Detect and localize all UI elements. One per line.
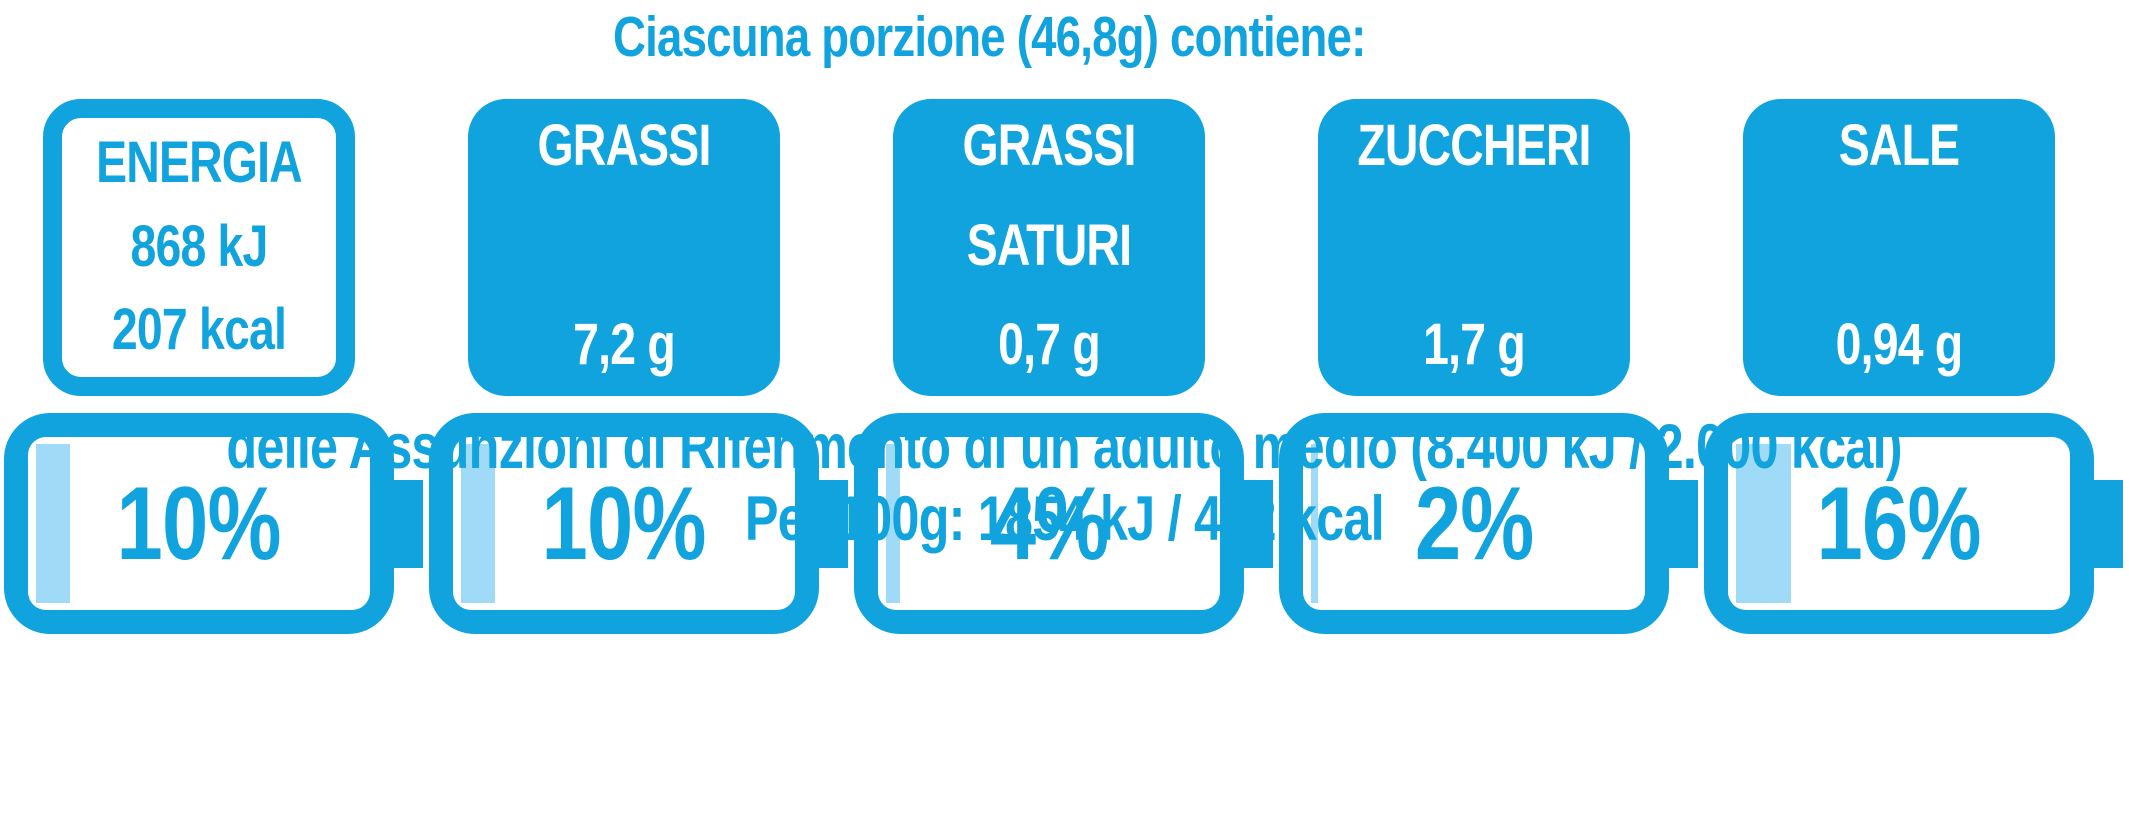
nutrient-value: 7,2 g <box>573 312 676 377</box>
nutrient-title: GRASSI <box>962 113 1136 178</box>
nutrient-title: ZUCCHERI <box>1357 113 1591 178</box>
nutrient-panel-energia: ENERGIA 868 kJ 207 kcal <box>43 99 355 396</box>
nutrient-value: 868 kJ <box>130 213 268 279</box>
nutrient-panel-zuccheri: ZUCCHERI 1,7 g <box>1318 99 1630 396</box>
nutrient-columns: ENERGIA 868 kJ 207 kcal 10% GRASSI <box>0 99 2129 634</box>
nutrient-unit-grassi: GRASSI 7,2 g 10% <box>429 99 854 634</box>
nutrient-panel-sale: SALE 0,94 g <box>1743 99 2055 396</box>
battery-inner: 4% <box>878 437 1220 610</box>
battery-percent: 2% <box>1414 465 1534 582</box>
battery-fill-level <box>1311 444 1318 603</box>
per-100g-note-text: Per 100g: 1854 kJ / 442 kcal <box>745 484 1385 554</box>
nutrient-value: 0,94 g <box>1835 312 1964 377</box>
nutrient-title: SALE <box>1838 113 1960 178</box>
battery-inner: 16% <box>1728 437 2070 610</box>
battery-gauge-energia: 10% <box>4 413 429 634</box>
battery-terminal-icon <box>1242 479 1273 568</box>
battery-fill-level <box>461 444 496 603</box>
battery-percent: 4% <box>989 465 1109 582</box>
nutrient-value-line2: 207 kcal <box>111 297 287 362</box>
nutrient-unit-grassi-saturi: GRASSI SATURI 0,7 g 4% <box>854 99 1279 634</box>
battery-gauge-grassi-saturi: 4% <box>854 413 1279 634</box>
battery-fill-level <box>886 444 900 603</box>
battery-body: 10% <box>429 413 819 634</box>
battery-fill-level <box>1736 444 1791 603</box>
battery-gauge-grassi: 10% <box>429 413 854 634</box>
nutrient-panel-grassi: GRASSI 7,2 g <box>468 99 780 396</box>
battery-terminal-icon <box>2092 479 2123 568</box>
battery-gauge-sale: 16% <box>1704 413 2129 634</box>
battery-gauge-zuccheri: 2% <box>1279 413 1704 634</box>
nutrient-unit-sale: SALE 0,94 g 16% <box>1704 99 2129 634</box>
battery-fill-level <box>36 444 71 603</box>
battery-percent: 10% <box>116 465 282 582</box>
battery-inner: 2% <box>1303 437 1645 610</box>
reference-intake-note-text: delle Assunzioni di Riferimento di un ad… <box>226 412 1903 482</box>
nutrient-unit-zuccheri: ZUCCHERI 1,7 g 2% <box>1279 99 1704 634</box>
reference-intake-note: delle Assunzioni di Riferimento di un ad… <box>0 412 2129 482</box>
per-100g-note: Per 100g: 1854 kJ / 442 kcal <box>0 484 2129 554</box>
nutrient-title: ENERGIA <box>96 130 303 195</box>
nutrient-unit-energia: ENERGIA 868 kJ 207 kcal 10% <box>4 99 429 634</box>
serving-title: Ciascuna porzione (46,8g) contiene: <box>0 0 2129 66</box>
battery-percent: 10% <box>541 465 707 582</box>
battery-percent: 16% <box>1816 465 1982 582</box>
nutrient-value: 0,7 g <box>998 312 1101 377</box>
battery-body: 2% <box>1279 413 1669 634</box>
nutrient-title-line2: SATURI <box>966 212 1132 278</box>
battery-inner: 10% <box>453 437 795 610</box>
battery-terminal-icon <box>817 479 848 568</box>
serving-title-text: Ciascuna porzione (46,8g) contiene: <box>613 5 1366 69</box>
battery-inner: 10% <box>28 437 370 610</box>
nutrient-panel-grassi-saturi: GRASSI SATURI 0,7 g <box>893 99 1205 396</box>
battery-body: 10% <box>4 413 394 634</box>
nutrient-title: GRASSI <box>537 113 711 178</box>
battery-terminal-icon <box>392 479 423 568</box>
battery-body: 16% <box>1704 413 2094 634</box>
battery-terminal-icon <box>1667 479 1698 568</box>
battery-body: 4% <box>854 413 1244 634</box>
nutrient-value: 1,7 g <box>1423 312 1526 377</box>
